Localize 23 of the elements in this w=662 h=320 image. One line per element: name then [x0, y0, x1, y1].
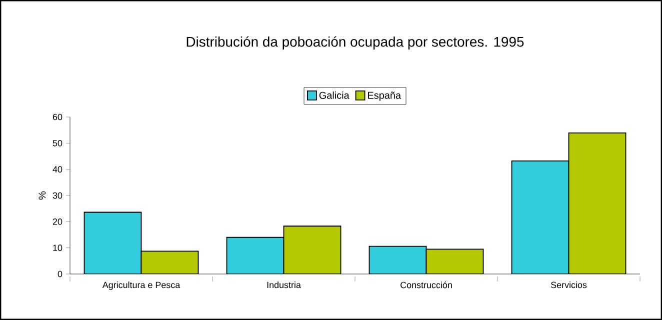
- bar: [226, 236, 284, 274]
- y-tick-label: 40: [52, 166, 62, 173]
- y-tick-label: 50: [52, 140, 62, 146]
- bar: [368, 246, 427, 274]
- x-tick-label: Industria: [267, 282, 301, 288]
- bar: [511, 160, 570, 274]
- x-tick-label: Construcción: [400, 282, 452, 288]
- y-tick-label: 10: [53, 244, 62, 252]
- bar: [84, 212, 142, 274]
- bar: [426, 248, 484, 274]
- y-axis-title: %: [38, 191, 46, 200]
- x-tick-label: Agricultura e Pesca: [102, 282, 180, 290]
- bar: [140, 250, 199, 274]
- y-tick-label: 60: [52, 114, 62, 120]
- y-tick-label: 30: [52, 192, 62, 199]
- legend-label: España: [368, 92, 402, 101]
- bar: [568, 132, 626, 274]
- y-tick-label: 20: [52, 218, 62, 225]
- legend-label: Galicia: [319, 92, 350, 99]
- y-tick-label: 0: [58, 270, 62, 278]
- chart-title: Distribución da poboación ocupada por sectores. 1995: [186, 36, 524, 50]
- x-tick-label: Servicios: [550, 282, 587, 288]
- bar: [283, 226, 342, 274]
